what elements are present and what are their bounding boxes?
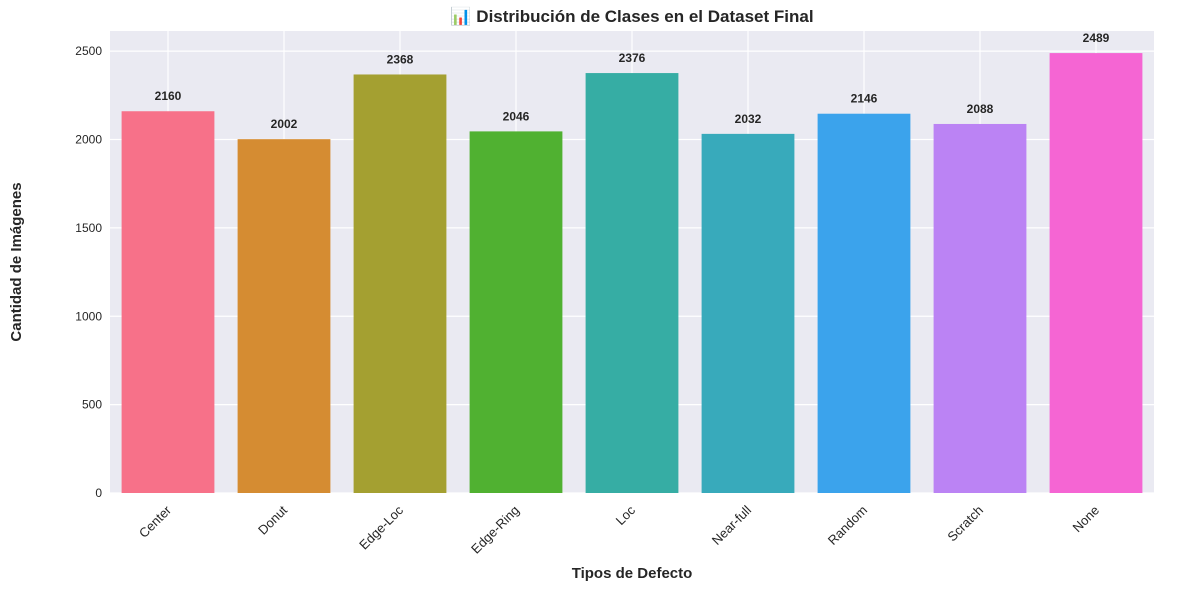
x-tick-label: Scratch <box>944 503 986 545</box>
x-tick-label: Edge-Loc <box>356 502 406 552</box>
x-tick-label: Random <box>825 503 870 548</box>
bar-value-label: 2046 <box>503 109 530 123</box>
bar-value-label: 2088 <box>967 102 994 116</box>
bar-value-label: 2160 <box>155 89 182 103</box>
y-tick-label: 1500 <box>75 221 102 235</box>
x-tick-label: Donut <box>255 502 290 537</box>
y-tick-label: 2000 <box>75 133 102 147</box>
bar-loc <box>585 73 679 493</box>
bar-value-label: 2376 <box>619 51 646 65</box>
y-axis-label: Cantidad de Imágenes <box>8 182 25 341</box>
y-tick-label: 0 <box>95 486 102 500</box>
x-tick-label: None <box>1070 503 1103 536</box>
bar-value-label: 2489 <box>1083 31 1110 45</box>
bar-value-labels: 2160 2002 2368 2046 2376 2032 2146 2088 2489 <box>155 31 1110 131</box>
x-tick-label: Loc <box>613 502 639 528</box>
x-tick-label: Edge-Ring <box>468 503 522 557</box>
x-tick-label: Center <box>136 502 175 541</box>
bar-donut <box>237 139 331 493</box>
bars <box>121 53 1143 494</box>
bar-scratch <box>933 123 1027 493</box>
bar-value-label: 2146 <box>851 92 878 106</box>
bar-center <box>121 111 215 494</box>
bar-value-label: 2002 <box>271 117 298 131</box>
y-tick-label: 2500 <box>75 44 102 58</box>
bar-random <box>817 113 911 494</box>
x-tick-label: Near-full <box>709 502 754 547</box>
bar-value-label: 2032 <box>735 112 762 126</box>
y-tick-label: 500 <box>82 398 102 412</box>
bar-none <box>1049 53 1143 493</box>
bar-value-label: 2368 <box>387 52 414 66</box>
y-axis-ticks: 0 500 1000 1500 2000 2500 <box>75 44 102 500</box>
y-tick-label: 1000 <box>75 309 102 323</box>
x-axis-label: Tipos de Defecto <box>572 565 693 582</box>
x-axis-ticks: Center Donut Edge-Loc Edge-Ring Loc Near-full… <box>136 502 1102 557</box>
chart-title: 📊 Distribución de Clases en el Dataset F… <box>450 6 813 26</box>
bar-edge-loc <box>353 74 447 493</box>
bar-edge-ring <box>469 131 563 493</box>
bar-near-full <box>701 133 795 494</box>
